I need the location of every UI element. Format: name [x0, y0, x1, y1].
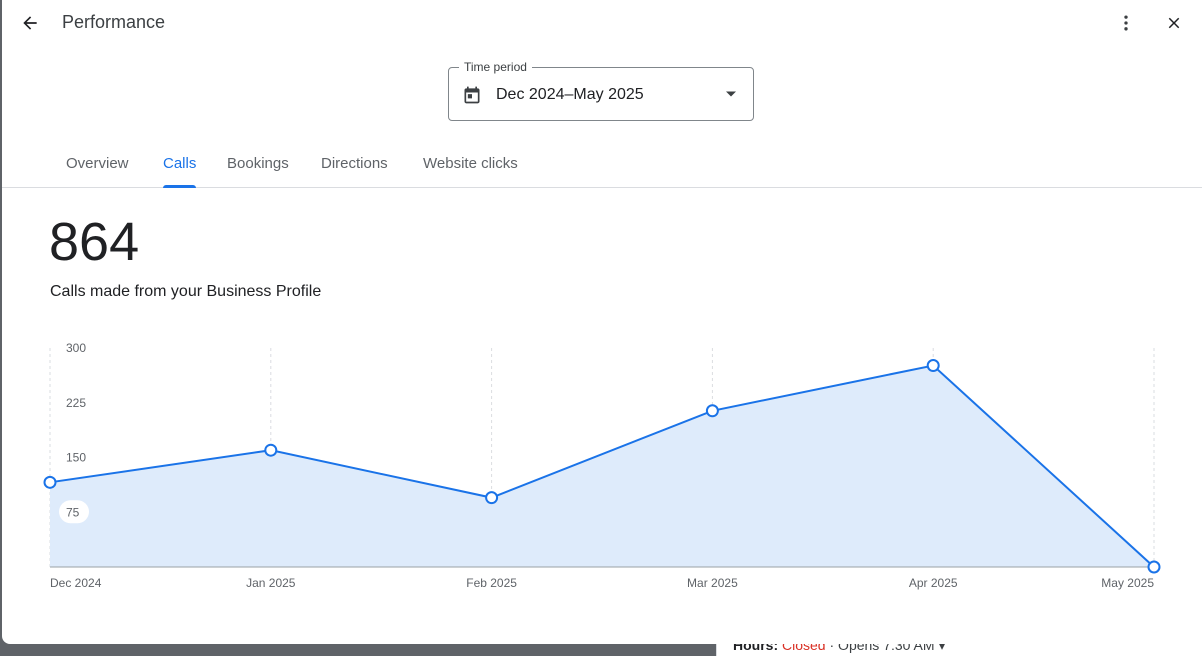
data-point: [1147, 560, 1161, 574]
y-tick-label-bg: [59, 500, 89, 524]
metric-value: 864: [49, 212, 140, 272]
time-period-value: Dec 2024–May 2025: [496, 86, 644, 103]
close-icon: [1168, 17, 1180, 29]
data-point: [705, 404, 719, 418]
more-options-button[interactable]: [1110, 7, 1142, 39]
calendar-icon: [464, 86, 480, 104]
data-point: [485, 491, 499, 505]
data-point: [264, 443, 278, 457]
more-vert-icon: [1124, 15, 1128, 31]
tab-directions[interactable]: Directions: [321, 155, 388, 172]
data-point: [926, 359, 940, 373]
x-tick-label: Feb 2025: [466, 576, 517, 590]
series-line: [49, 364, 1155, 568]
x-tick-label: Mar 2025: [687, 576, 738, 590]
y-tick-label: 150: [66, 451, 86, 465]
metric-caption: Calls made from your Business Profile: [50, 283, 322, 300]
tab-website-clicks[interactable]: Website clicks: [423, 155, 518, 172]
y-tick-label: 225: [66, 396, 86, 410]
dropdown-arrow-icon: [726, 91, 736, 97]
series-area: [50, 365, 1154, 567]
page-title: Performance: [62, 12, 166, 32]
back-button[interactable]: [14, 7, 46, 39]
arrow-back-icon: [23, 16, 37, 30]
time-period-select[interactable]: Time period Dec 2024–May 2025: [448, 60, 754, 121]
metric-tabs: Overview Calls Bookings Directions Websi…: [2, 144, 1202, 188]
time-period-label: Time period: [459, 60, 532, 74]
calls-chart: 300 225 150 75 Dec 2024 Jan 2025 Feb 2025 Mar 2…: [2, 330, 1202, 610]
tab-overview[interactable]: Overview: [66, 155, 129, 172]
x-tick-label: Dec 2024: [50, 576, 102, 590]
tab-calls[interactable]: Calls: [163, 155, 197, 188]
x-tick-label: Apr 2025: [909, 576, 958, 590]
data-point: [43, 475, 57, 489]
x-tick-label: Jan 2025: [246, 576, 296, 590]
close-button[interactable]: [1158, 7, 1190, 39]
calls-chart-svg: 300 225 150 75 Dec 2024 Jan 2025 Feb 2025 Mar 2…: [43, 341, 1161, 590]
y-tick-label: 300: [66, 341, 86, 355]
x-tick-label: May 2025: [1101, 576, 1154, 590]
tab-bookings[interactable]: Bookings: [227, 155, 289, 172]
y-tick-label: 75: [66, 505, 80, 519]
